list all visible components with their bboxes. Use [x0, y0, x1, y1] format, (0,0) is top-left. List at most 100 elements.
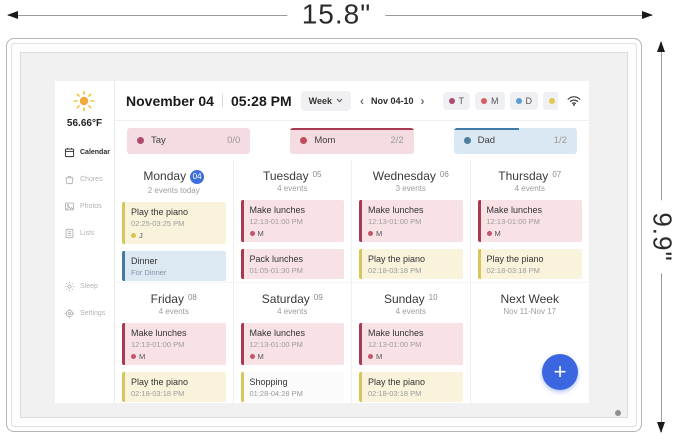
event-title: Play the piano: [131, 207, 189, 217]
event-assignee: M: [131, 352, 220, 361]
sidebar-item-settings[interactable]: Settings: [55, 300, 114, 327]
day-number: 09: [313, 293, 323, 302]
prev-week-button[interactable]: ‹: [360, 93, 364, 108]
chevron-down-icon: [336, 98, 343, 103]
event-time: 01:28-04:28 PM: [249, 389, 303, 398]
assignee-initial: M: [494, 229, 501, 238]
filter-progress-bar: [453, 127, 520, 130]
filter-chip-mom[interactable]: Mom 2/2: [290, 127, 414, 154]
event-title: Play the piano: [486, 254, 544, 264]
divider: [221, 94, 223, 107]
sidebar-item-chores[interactable]: Chores: [55, 166, 114, 193]
member-chip-list: TMDJy: [442, 91, 558, 110]
event-card[interactable]: Make lunches 12:13-01:00 PM M: [122, 323, 226, 365]
day-number: 10: [428, 293, 438, 302]
temperature-reading: 56.66°F: [66, 118, 103, 129]
day-summary: 4 events: [277, 184, 308, 193]
event-card[interactable]: Make lunches 12:13-01:00 PM M: [359, 200, 463, 242]
main-panel: November 04 05:28 PM Week ‹ No: [115, 81, 589, 403]
member-chip-t[interactable]: T: [442, 91, 471, 110]
filter-count: 2/2: [390, 135, 404, 146]
member-initial: T: [458, 95, 465, 106]
assignee-color-dot: [131, 354, 136, 359]
event-time: 02:18-03:18 PM: [368, 389, 422, 398]
event-time: 02:18-03:18 PM: [486, 266, 540, 275]
member-chip-j[interactable]: J: [543, 91, 558, 110]
filter-chip-dad[interactable]: Dad 1/2: [453, 127, 577, 154]
event-time: 01:05-01:30 PM: [249, 266, 303, 275]
day-column-thursday: Thursday 07 4 events Make lunches 12:13-01:0…: [471, 160, 590, 282]
event-assignee: M: [249, 229, 339, 238]
assignee-color-dot: [486, 231, 492, 236]
event-card[interactable]: Play the piano 02:18-03:18 PM: [122, 372, 226, 402]
day-column-wednesday: Wednesday 06 3 events Make lunches 12:13-01:…: [352, 160, 471, 282]
dimension-arrow-up: [657, 41, 665, 52]
event-card[interactable]: Make lunches 12:13-01:00 PM M: [477, 200, 582, 242]
event-card[interactable]: Play the piano 02:18-03:18 PM: [477, 249, 582, 279]
filter-color-dot: [300, 137, 308, 144]
sidebar-item-calendar[interactable]: Calendar: [55, 139, 114, 166]
day-number: 08: [187, 293, 197, 302]
filter-chip-tay[interactable]: Tay 0/0: [127, 127, 251, 154]
current-date: November 04: [126, 92, 214, 109]
day-summary: 4 events: [277, 307, 308, 316]
weather-widget: 56.66°F: [67, 90, 102, 129]
event-assignee: M: [486, 229, 577, 238]
sidebar-item-photos[interactable]: Photos: [55, 193, 114, 220]
screen: 56.66°F Calendar Chores Photos Lists Sleep Se…: [20, 52, 628, 418]
dimension-arrow-right: [642, 11, 653, 19]
event-assignee: J: [131, 231, 220, 240]
sidebar-item-sleep[interactable]: Sleep: [55, 273, 114, 300]
view-selector-button[interactable]: Week: [300, 90, 351, 111]
event-card[interactable]: Play the piano 02:18-03:18 PM: [359, 372, 463, 402]
date-time: November 04 05:28 PM: [126, 93, 292, 109]
filter-row: Tay 0/0 Mom 2/2 Dad 1/2: [115, 121, 589, 160]
event-card[interactable]: Pack lunches 01:05-01:30 PM: [240, 249, 344, 279]
filter-color-dot: [137, 137, 144, 144]
lists-icon: [64, 228, 75, 239]
week-grid: Monday 04 2 events today Play the piano 02:2…: [115, 160, 589, 403]
current-time: 05:28 PM: [230, 92, 292, 109]
day-column-friday: Friday 08 4 events Make lunches 12:13-01:00 …: [115, 282, 234, 403]
filter-progress-bar: [290, 127, 414, 130]
sidebar-item-lists[interactable]: Lists: [55, 220, 114, 247]
day-header: Friday 08: [150, 292, 197, 306]
event-title: Play the piano: [131, 377, 189, 387]
assignee-color-dot: [249, 354, 255, 359]
event-time: 12:13-01:00 PM: [131, 340, 185, 349]
day-column-next-week: Next Week Nov 11-Nov 17 +: [470, 282, 589, 403]
filter-color-dot: [463, 137, 471, 144]
width-dimension-line: 15.8": [7, 0, 653, 31]
event-card[interactable]: Make lunches 12:13-01:00 PM M: [240, 200, 344, 242]
day-header: Saturday 09: [261, 292, 323, 306]
filter-name: Tay: [151, 135, 166, 146]
sidebar-item-label: Settings: [80, 310, 106, 317]
next-week-button[interactable]: ›: [420, 93, 425, 108]
event-card[interactable]: Play the piano 02:18-03:18 PM: [359, 249, 463, 279]
height-dimension-line: 9.9": [646, 41, 678, 433]
event-title: Play the piano: [368, 377, 426, 387]
member-chip-m[interactable]: M: [475, 91, 505, 110]
day-number: 05: [312, 170, 322, 179]
event-card[interactable]: Make lunches 12:13-01:00 PM M: [240, 323, 344, 365]
event-card[interactable]: Make lunches 12:13-01:00 PM M: [359, 323, 463, 365]
event-title: Make lunches: [486, 205, 543, 215]
assignee-color-dot: [368, 354, 373, 359]
event-card[interactable]: Shopping 01:28-04:28 PM: [240, 372, 344, 402]
filter-count: 1/2: [553, 135, 567, 146]
member-chip-d[interactable]: D: [509, 91, 539, 110]
event-card[interactable]: Dinner For Dinner: [122, 251, 226, 281]
day-summary: 4 events: [158, 307, 189, 316]
assignee-initial: M: [376, 352, 383, 361]
event-card[interactable]: Play the piano 02:25-03:25 PM J: [122, 202, 226, 244]
event-time: 12:13-01:00 PM: [368, 340, 422, 349]
today-badge: 04: [190, 170, 205, 184]
photos-icon: [64, 201, 75, 212]
day-summary: 4 events: [395, 307, 426, 316]
dimension-arrow-left: [7, 11, 18, 19]
filter-name: Dad: [477, 135, 496, 146]
assignee-color-dot: [249, 231, 255, 236]
add-event-button[interactable]: +: [542, 354, 578, 390]
app-header: November 04 05:28 PM Week ‹ No: [115, 81, 589, 121]
